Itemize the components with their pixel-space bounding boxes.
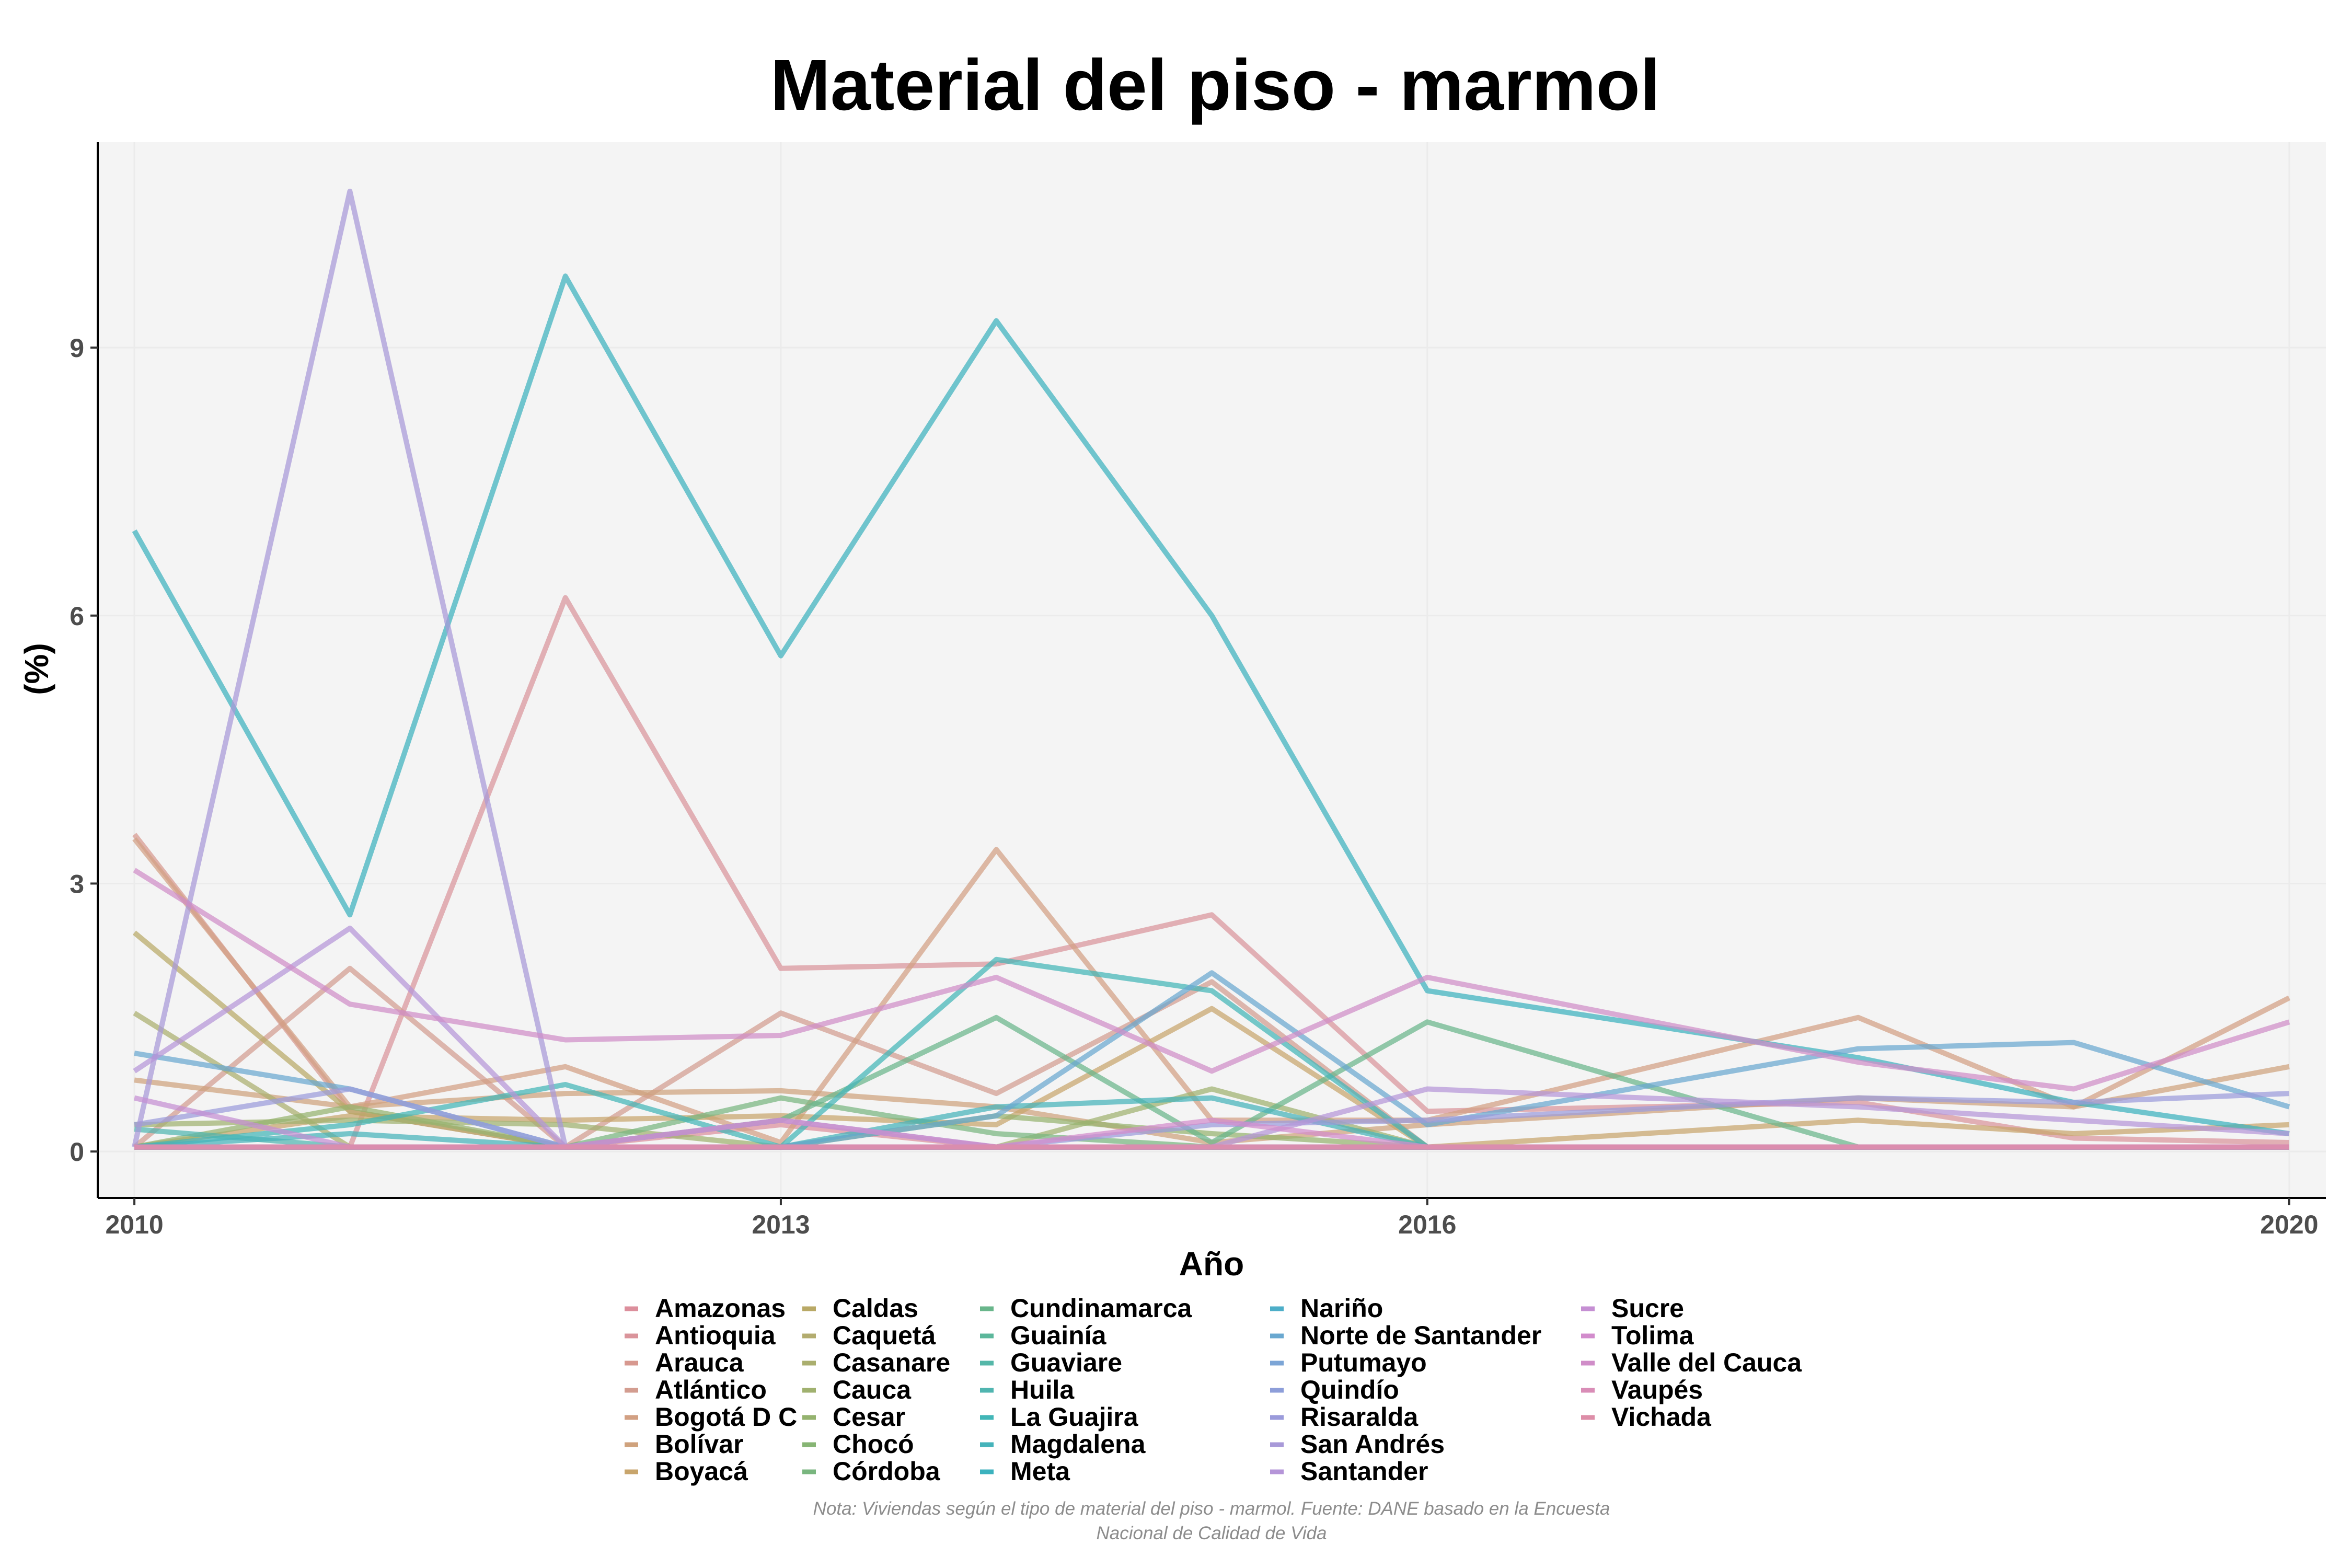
legend-label: Atlántico	[655, 1375, 767, 1404]
legend-label: Valle del Cauca	[1611, 1348, 1802, 1377]
y-tick-label: 0	[70, 1137, 84, 1167]
series-line	[133, 868, 2290, 1092]
legend-label: Córdoba	[833, 1457, 941, 1486]
legend-label: Meta	[1010, 1457, 1070, 1486]
legend-label: Norte de Santander	[1300, 1321, 1541, 1350]
legend-label: San Andrés	[1300, 1429, 1445, 1459]
legend-label: Guainía	[1010, 1321, 1107, 1350]
legend-label: Boyacá	[655, 1457, 748, 1486]
legend-label: Santander	[1300, 1457, 1428, 1486]
legend-label: Antioquia	[655, 1321, 776, 1350]
legend-label: Sucre	[1611, 1294, 1684, 1323]
caption-note-line-2: Nacional de Calidad de Vida	[1096, 1523, 1327, 1543]
chart-title: Material del piso - marmol	[770, 45, 1660, 125]
legend-label: Chocó	[833, 1429, 914, 1459]
series-line	[132, 273, 2290, 1136]
legend-label: Cundinamarca	[1010, 1294, 1193, 1323]
series-lines	[132, 189, 2291, 1150]
legend-label: Casanare	[833, 1348, 950, 1377]
x-tick-label: 2020	[2260, 1210, 2318, 1239]
x-axis-title: Año	[1179, 1245, 1244, 1283]
legend-label: Magdalena	[1010, 1429, 1146, 1459]
y-tick-label: 6	[70, 602, 84, 631]
legend-label: Huila	[1010, 1375, 1075, 1404]
x-tick-label: 2016	[1398, 1210, 1456, 1239]
x-tick-label: 2010	[105, 1210, 163, 1239]
y-tick-label: 9	[70, 333, 84, 363]
legend-label: Risaralda	[1300, 1402, 1419, 1432]
legend-label: Nariño	[1300, 1294, 1383, 1323]
y-axis-ticks: 0 3 6 9	[70, 333, 98, 1167]
legend-label: Cesar	[833, 1402, 905, 1432]
legend-label: Putumayo	[1300, 1348, 1427, 1377]
legend-label: Quindío	[1300, 1375, 1399, 1404]
legend-label: Caldas	[833, 1294, 918, 1323]
caption-note-line-1: Nota: Viviendas según el tipo de materia…	[813, 1498, 1610, 1519]
series-line	[132, 837, 2291, 1145]
legend-label: Amazonas	[655, 1294, 786, 1323]
series-line	[134, 595, 2290, 1150]
legend-label: Cauca	[833, 1375, 912, 1404]
legend-label: Arauca	[655, 1348, 744, 1377]
y-axis-title: (%)	[18, 643, 55, 695]
legend-label: Guaviare	[1010, 1348, 1122, 1377]
x-axis-ticks: 2010 2013 2016 2020	[105, 1198, 2319, 1239]
legend-label: Bolívar	[655, 1429, 744, 1459]
legend-label: Caquetá	[833, 1321, 936, 1350]
x-tick-label: 2013	[752, 1210, 810, 1239]
y-tick-label: 3	[70, 869, 84, 898]
legend-label: La Guajira	[1010, 1402, 1139, 1432]
legend-label: Vaupés	[1611, 1375, 1703, 1404]
legend-label: Tolima	[1611, 1321, 1694, 1350]
legend-label: Bogotá D C	[655, 1402, 797, 1432]
legend-label: Vichada	[1611, 1402, 1712, 1432]
